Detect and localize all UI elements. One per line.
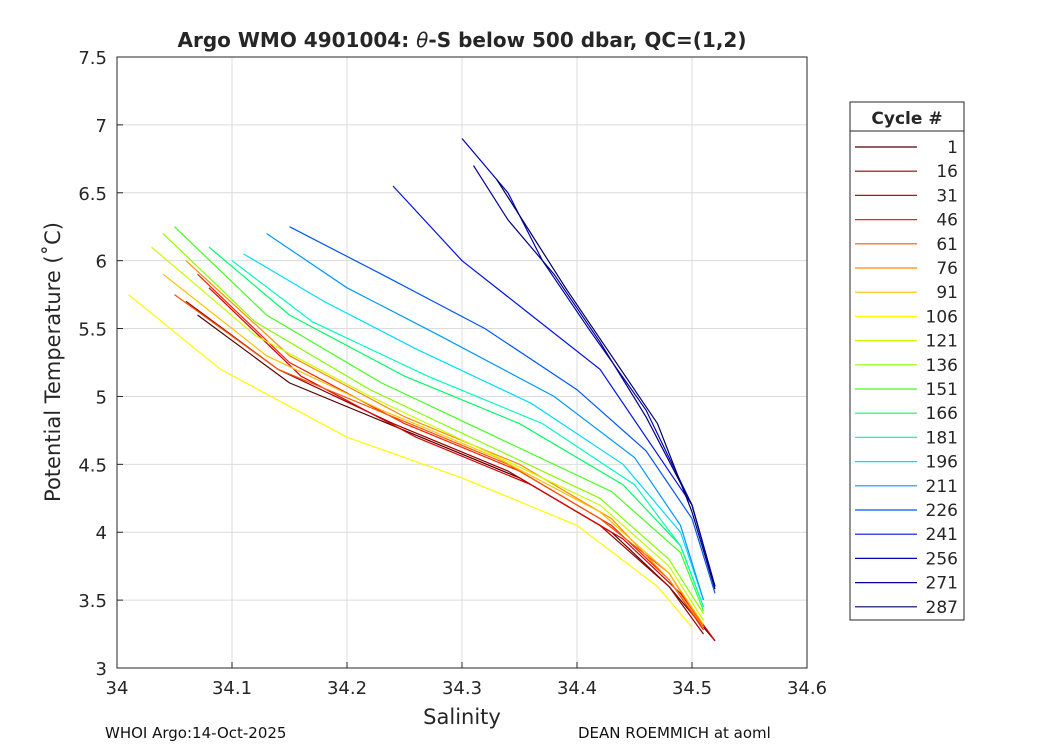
legend-label-181: 181: [926, 428, 958, 448]
title-prefix: Argo WMO 4901004:: [178, 28, 417, 52]
x-tick-label-1: 34.1: [212, 678, 252, 699]
series-line-106: [128, 294, 693, 628]
legend-label-61: 61: [936, 235, 958, 255]
y-tick-label-5: 5.5: [78, 320, 107, 341]
legend-label-1: 1: [947, 138, 958, 158]
y-axis-label: Potential Temperature (˚C): [41, 222, 65, 502]
legend-title: Cycle #: [871, 109, 942, 129]
x-tick-label-5: 34.5: [672, 678, 712, 699]
x-tick-label-4: 34.4: [557, 678, 597, 699]
series-line-181: [231, 260, 705, 608]
series-line-121: [151, 246, 705, 621]
legend-label-136: 136: [926, 356, 958, 376]
series-line-31: [208, 287, 716, 642]
x-tick-label-3: 34.3: [442, 678, 482, 699]
series-line-136: [162, 233, 705, 615]
y-axis: 3 3.5 4 4.5 5 5.5 6 6.5 7 7.5: [78, 48, 123, 680]
footer-right: DEAN ROEMMICH at aoml: [578, 724, 771, 742]
series-line-287: [495, 178, 716, 590]
series-line-91: [162, 273, 704, 625]
y-tick-label-1: 3.5: [78, 591, 107, 612]
y-tick-label-9: 7.5: [78, 48, 107, 69]
legend-label-91: 91: [936, 283, 958, 303]
legend-label-31: 31: [936, 186, 958, 206]
series-line-76: [185, 260, 704, 628]
legend-label-241: 241: [926, 525, 958, 545]
x-tick-label-0: 34: [106, 678, 129, 699]
legend-label-106: 106: [926, 307, 958, 327]
series-line-211: [266, 233, 705, 601]
x-tick-label-2: 34.2: [327, 678, 367, 699]
legend-label-287: 287: [926, 598, 958, 618]
legend-label-76: 76: [936, 259, 958, 279]
series-lines: [128, 138, 716, 642]
legend-label-271: 271: [926, 574, 958, 594]
y-tick-label-7: 6.5: [78, 184, 107, 205]
legend-label-211: 211: [926, 477, 958, 497]
series-line-226: [289, 226, 716, 594]
legend-label-196: 196: [926, 453, 958, 473]
x-axis: 34 34.1 34.2 34.3 34.4 34.5 34.6: [106, 662, 827, 699]
y-tick-label-4: 5: [96, 387, 107, 408]
legend-label-226: 226: [926, 501, 958, 521]
title-suffix: -S below 500 dbar, QC=(1,2): [428, 28, 746, 52]
legend-label-256: 256: [926, 549, 958, 569]
legend-label-166: 166: [926, 404, 958, 424]
series-line-271: [472, 165, 716, 587]
legend-label-16: 16: [936, 162, 958, 182]
legend-label-46: 46: [936, 211, 958, 231]
series-line-196: [243, 253, 705, 601]
series-line-151: [174, 226, 705, 612]
legend-label-121: 121: [926, 332, 958, 352]
legend-label-151: 151: [926, 380, 958, 400]
y-tick-label-2: 4: [96, 523, 107, 544]
x-tick-label-6: 34.6: [787, 678, 827, 699]
chart-title: Argo WMO 4901004: θ-S below 500 dbar, QC…: [178, 28, 747, 52]
legend-items: 1 16 31 46 61 76 91 106 121 136 151 166 181 196 211 226…: [855, 138, 958, 618]
x-axis-label: Salinity: [423, 705, 501, 729]
title-theta: θ: [416, 28, 428, 52]
y-tick-label-0: 3: [96, 659, 107, 680]
legend: Cycle # 11631466176911061211361511661811…: [849, 101, 965, 621]
y-tick-label-8: 7: [96, 116, 107, 137]
footer-left: WHOI Argo:14-Oct-2025: [105, 724, 287, 742]
y-tick-label-6: 6: [96, 252, 107, 273]
y-tick-label-3: 4.5: [78, 455, 107, 476]
